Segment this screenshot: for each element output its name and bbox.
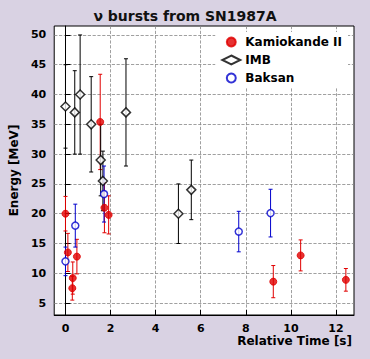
svg-text:Kamiokande II: Kamiokande II [245,35,342,49]
svg-text:2: 2 [107,322,115,335]
svg-text:ν bursts from SN1987A: ν bursts from SN1987A [93,8,276,24]
svg-text:6: 6 [197,322,205,335]
svg-text:Baksan: Baksan [245,71,294,85]
svg-text:IMB: IMB [245,53,271,67]
svg-text:8: 8 [242,322,250,335]
svg-text:5: 5 [39,297,47,310]
svg-text:30: 30 [31,148,47,161]
svg-text:45: 45 [31,58,46,71]
svg-text:35: 35 [31,118,46,131]
svg-text:Relative Time [s]: Relative Time [s] [237,334,352,348]
svg-text:25: 25 [31,177,46,190]
svg-text:0: 0 [62,322,70,335]
svg-text:4: 4 [152,322,160,335]
svg-text:12: 12 [328,322,343,335]
svg-text:15: 15 [31,237,46,250]
svg-text:10: 10 [283,322,299,335]
svg-text:20: 20 [31,207,47,220]
svg-text:40: 40 [31,88,47,101]
svg-text:50: 50 [31,28,47,41]
svg-text:Energy [MeV]: Energy [MeV] [7,125,21,217]
svg-text:10: 10 [31,267,47,280]
